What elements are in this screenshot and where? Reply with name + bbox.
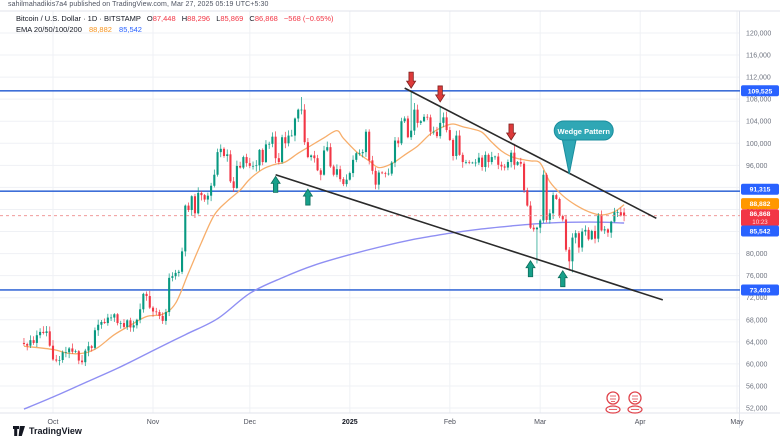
svg-text:91,315: 91,315 <box>750 187 771 194</box>
svg-text:Dec: Dec <box>244 419 257 426</box>
wedge-pattern-callout[interactable]: Wedge Pattern <box>553 120 614 175</box>
open-value: 87,448 <box>152 14 176 23</box>
svg-text:96,000: 96,000 <box>746 163 768 170</box>
price-badge-73403: 73,403 <box>741 284 779 296</box>
svg-text:108,000: 108,000 <box>746 97 771 104</box>
ema-indicator-title: EMA 20/50/100/200 <box>16 25 82 34</box>
red-stamp-icons <box>605 391 643 414</box>
tradingview-logo-icon <box>13 426 25 436</box>
ema200-value: 85,542 <box>119 25 142 34</box>
support-resistance-lines[interactable] <box>0 89 740 291</box>
svg-text:68,000: 68,000 <box>746 317 768 324</box>
low-value: 85,869 <box>220 14 244 23</box>
close-value: 86,868 <box>254 14 278 23</box>
price-axis-labels: 109,52591,31588,88286,86810:2385,54273,4… <box>741 85 779 296</box>
up-arrow-icon <box>270 175 281 193</box>
high-label: H <box>181 14 188 23</box>
change-value: −568 (−0.65%) <box>283 14 334 23</box>
svg-text:85,542: 85,542 <box>750 229 771 236</box>
down-arrow-icon <box>405 71 417 89</box>
svg-text:Mar: Mar <box>534 419 547 426</box>
price-badge-109525: 109,525 <box>741 85 779 97</box>
up-arrow-icon <box>302 188 314 206</box>
symbol-legend-row[interactable]: Bitcoin / U.S. Dollar · 1D · BITSTAMP O8… <box>16 13 334 24</box>
wedge-lower-trendline[interactable] <box>275 173 664 301</box>
svg-text:52,000: 52,000 <box>746 405 768 412</box>
price-badge-91315: 91,315 <box>741 183 779 195</box>
svg-text:10:23: 10:23 <box>752 219 768 226</box>
close-label: C <box>249 14 255 23</box>
svg-text:56,000: 56,000 <box>746 383 768 390</box>
indicator-legend-row[interactable]: EMA 20/50/100/200 88,882 85,542 <box>16 24 334 35</box>
down-arrow-icon <box>434 85 446 103</box>
candles-layer[interactable] <box>22 91 626 367</box>
wedge-pattern-label: Wedge Pattern <box>558 127 611 136</box>
chart-legend: Bitcoin / U.S. Dollar · 1D · BITSTAMP O8… <box>16 13 334 35</box>
svg-text:86,868: 86,868 <box>750 211 771 218</box>
svg-text:73,403: 73,403 <box>750 287 771 294</box>
svg-text:Oct: Oct <box>48 419 59 426</box>
marker-arrows[interactable] <box>270 71 569 288</box>
svg-text:88,882: 88,882 <box>750 201 771 208</box>
down-arrow-icon <box>505 123 517 141</box>
svg-text:2025: 2025 <box>342 419 358 426</box>
svg-text:72,000: 72,000 <box>746 295 768 302</box>
pane-separators <box>0 10 780 428</box>
price-badge-85542: 85,542 <box>741 225 779 237</box>
low-label: L <box>216 14 221 23</box>
svg-text:109,525: 109,525 <box>748 88 773 95</box>
svg-text:120,000: 120,000 <box>746 31 771 38</box>
symbol-title: Bitcoin / U.S. Dollar · 1D · BITSTAMP <box>16 14 141 23</box>
ema20-value: 88,882 <box>88 25 112 34</box>
time-axis[interactable]: Oct Nov Dec 2025 Feb Mar Apr May <box>48 419 745 426</box>
tradingview-attribution[interactable]: TradingView <box>13 426 82 436</box>
svg-text:Apr: Apr <box>635 419 647 426</box>
svg-text:Nov: Nov <box>147 419 160 426</box>
svg-text:Feb: Feb <box>444 419 456 426</box>
svg-text:112,000: 112,000 <box>746 75 771 82</box>
open-label: O <box>146 14 153 23</box>
svg-text:80,000: 80,000 <box>746 251 768 258</box>
high-value: 88,296 <box>187 14 211 23</box>
up-arrow-icon <box>557 269 569 288</box>
tradingview-brand-text: TradingView <box>29 426 82 436</box>
svg-text:104,000: 104,000 <box>746 119 771 126</box>
wedge-upper-trendline[interactable] <box>404 87 657 220</box>
grid-lines <box>0 11 740 413</box>
svg-text:60,000: 60,000 <box>746 361 768 368</box>
up-arrow-icon <box>525 260 536 278</box>
publish-info: sahilmahadikis7a4 published on TradingVi… <box>8 1 269 8</box>
svg-text:May: May <box>730 419 744 426</box>
svg-text:76,000: 76,000 <box>746 273 768 280</box>
svg-text:64,000: 64,000 <box>746 339 768 346</box>
price-badge-88882: 88,882 <box>741 198 779 210</box>
svg-text:100,000: 100,000 <box>746 141 771 148</box>
svg-text:116,000: 116,000 <box>746 53 771 60</box>
